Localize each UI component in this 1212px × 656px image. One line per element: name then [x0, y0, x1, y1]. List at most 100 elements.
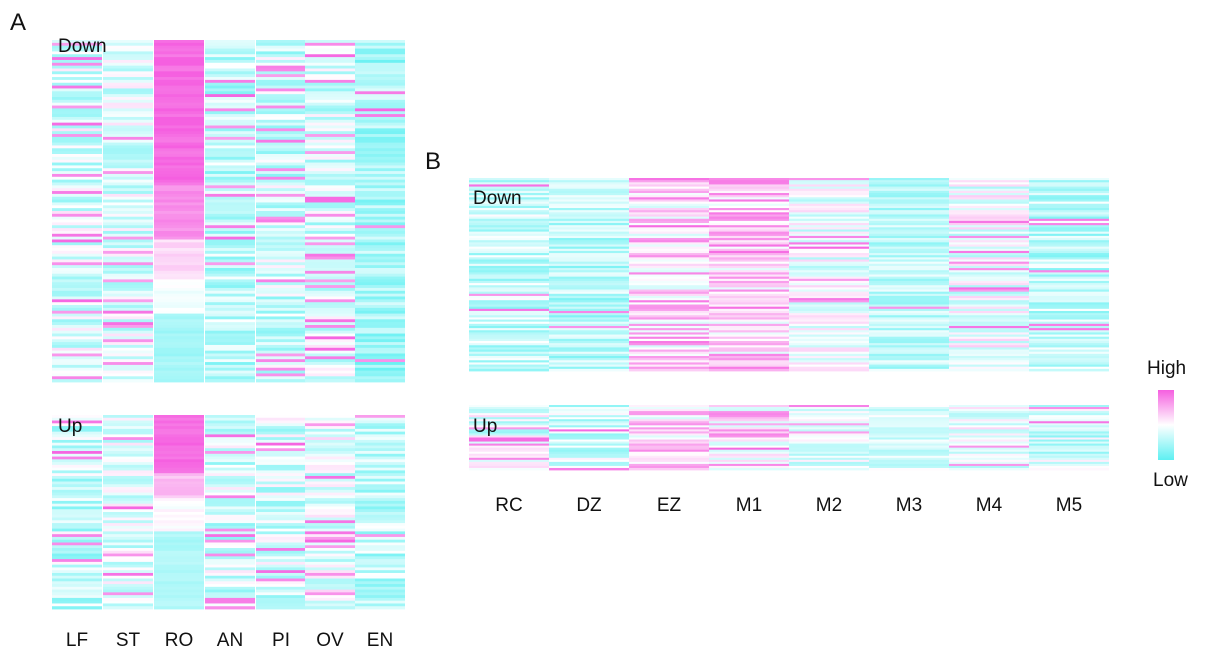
- heatmap-cell: [305, 517, 355, 521]
- heatmap-cell: [789, 453, 869, 457]
- heatmap-cell: [205, 228, 255, 232]
- heatmap-cell: [154, 606, 204, 610]
- heatmap-cell: [869, 278, 949, 282]
- heatmap-cell: [205, 539, 255, 543]
- heatmap-column-ez: [629, 405, 709, 471]
- heatmap-cell: [1029, 244, 1109, 248]
- heatmap-cell: [103, 325, 153, 329]
- heatmap-cell: [549, 225, 629, 228]
- heatmap-cell: [869, 291, 949, 295]
- heatmap-cell: [305, 270, 355, 275]
- heatmap-cell: [869, 325, 949, 329]
- heatmap-cell: [103, 77, 153, 81]
- heatmap-cell: [154, 584, 204, 588]
- heatmap-cell: [789, 265, 869, 269]
- heatmap-cell: [154, 256, 204, 260]
- heatmap-cell: [305, 151, 355, 155]
- heatmap-cell: [305, 415, 355, 419]
- heatmap-cell: [949, 180, 1029, 183]
- heatmap-cell: [52, 259, 102, 263]
- heatmap-cell: [205, 273, 255, 277]
- heatmap-cell: [869, 182, 949, 185]
- heatmap-cell: [154, 592, 204, 596]
- heatmap-cell: [154, 185, 204, 189]
- heatmap-cell: [1029, 235, 1109, 239]
- heatmap-cell: [869, 455, 949, 459]
- heatmap-cell: [355, 322, 405, 326]
- heatmap-cell: [949, 289, 1029, 293]
- heatmap-cell: [709, 334, 789, 338]
- heatmap-cell: [52, 464, 102, 469]
- heatmap-cell: [103, 561, 153, 566]
- heatmap-cell: [469, 449, 549, 453]
- heatmap-cell: [549, 261, 629, 265]
- heatmap-cell: [549, 193, 629, 196]
- heatmap-cell: [52, 102, 102, 106]
- heatmap-cell: [305, 119, 355, 124]
- heatmap-cell: [469, 253, 549, 256]
- heatmap-cell: [305, 506, 355, 510]
- heatmap-cell: [469, 310, 549, 314]
- heatmap-cell: [256, 119, 306, 124]
- heatmap-cell: [52, 442, 102, 446]
- heatmap-cell: [103, 439, 153, 444]
- heatmap-cell: [869, 220, 949, 224]
- heatmap-cell: [205, 462, 255, 466]
- heatmap-cell: [154, 561, 204, 566]
- heatmap-cell: [355, 168, 405, 172]
- heatmap-cell: [549, 285, 629, 288]
- heatmap-cell: [154, 553, 204, 557]
- heatmap-cell: [549, 223, 629, 226]
- heatmap-cell: [709, 180, 789, 183]
- heatmap-cell: [869, 433, 949, 436]
- heatmap-cell: [1029, 323, 1109, 327]
- heatmap-cell: [949, 419, 1029, 422]
- heatmap-column-m3: [869, 178, 949, 372]
- heatmap-cell: [949, 443, 1029, 447]
- heatmap-cell: [629, 338, 709, 342]
- heatmap-cell: [256, 550, 306, 554]
- heatmap-cell: [52, 125, 102, 129]
- heatmap-cell: [52, 62, 102, 67]
- heatmap-cell: [52, 219, 102, 223]
- heatmap-cell: [256, 245, 306, 249]
- heatmap-cell: [103, 362, 153, 366]
- heatmap-cell: [469, 216, 549, 220]
- heatmap-cell: [1029, 449, 1109, 453]
- heatmap-cell: [549, 433, 629, 436]
- heatmap-cell: [103, 347, 153, 352]
- heatmap-cell: [52, 439, 102, 444]
- heatmap-cell: [709, 338, 789, 342]
- heatmap-cell: [355, 561, 405, 566]
- heatmap-cell: [154, 236, 204, 240]
- heatmap-cell: [709, 255, 789, 258]
- heatmap-cell: [1029, 443, 1109, 447]
- heatmap-cell: [549, 304, 629, 308]
- heatmap-cell: [305, 564, 355, 568]
- heatmap-cell: [469, 443, 549, 447]
- heatmap-cell: [205, 205, 255, 209]
- heatmap-cell: [949, 321, 1029, 325]
- heatmap-cell: [256, 108, 306, 112]
- heatmap-cell: [549, 310, 629, 314]
- heatmap-cell: [629, 407, 709, 410]
- heatmap-cell: [205, 464, 255, 469]
- heatmap-cell: [52, 253, 102, 257]
- panel-b-label: B: [425, 148, 441, 175]
- heatmap-cell: [1029, 310, 1109, 314]
- heatmap-cell: [355, 553, 405, 557]
- heatmap-cell: [103, 478, 153, 482]
- heatmap-cell: [305, 122, 355, 126]
- heatmap-cell: [469, 280, 549, 284]
- heatmap-cell: [869, 336, 949, 340]
- heatmap-cell: [305, 545, 355, 549]
- heatmap-cell: [103, 176, 153, 181]
- heatmap-cell: [305, 451, 355, 455]
- heatmap-cell: [205, 307, 255, 312]
- heatmap-cell: [305, 91, 355, 95]
- heatmap-cell: [205, 581, 255, 585]
- heatmap-cell: [355, 548, 405, 552]
- heatmap-cell: [305, 171, 355, 175]
- heatmap-cell: [549, 423, 629, 426]
- heatmap-cell: [103, 550, 153, 554]
